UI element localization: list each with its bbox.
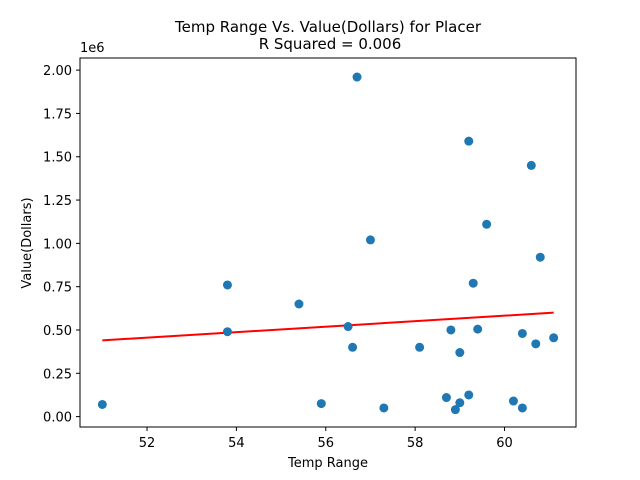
data-point (455, 348, 465, 358)
y-tick-label: 2.00 (43, 64, 72, 79)
x-tick-label: 58 (407, 436, 424, 451)
data-point (473, 324, 483, 334)
y-tick-label: 0.00 (43, 411, 72, 426)
x-axis-label: Temp Range (287, 456, 368, 471)
data-point (294, 299, 304, 309)
y-tick-label: 1.25 (43, 194, 72, 209)
y-tick-label: 1.50 (43, 151, 72, 166)
data-point (222, 327, 232, 337)
x-tick-label: 52 (139, 436, 156, 451)
y-offset-label: 1e6 (80, 41, 105, 56)
plot-frame (79, 57, 577, 428)
data-point (508, 396, 518, 406)
regression-line (102, 311, 554, 342)
regression-line-group (102, 311, 554, 342)
data-point (343, 322, 353, 332)
y-tick-label: 1.00 (43, 237, 72, 252)
data-point (549, 333, 559, 343)
data-point (348, 342, 358, 352)
y-tick-label: 0.75 (43, 281, 72, 296)
chart-subtitle: R Squared = 0.006 (259, 35, 402, 53)
data-point (379, 403, 389, 413)
data-point (446, 325, 456, 335)
data-point (455, 398, 465, 408)
y-tick-label: 1.75 (43, 107, 72, 122)
data-point (526, 160, 536, 170)
axis-ticks: 52 54 56 58 60 0.00 0.25 0.50 0.75 1.00 1.25 1.50 1.… (43, 64, 513, 451)
data-point (316, 399, 326, 409)
data-point (464, 136, 474, 146)
y-tick-label: 0.25 (43, 367, 72, 382)
y-axis-label: Value(Dollars) (20, 197, 35, 288)
data-point (352, 72, 362, 82)
data-point (464, 390, 474, 400)
x-tick-label: 60 (496, 436, 513, 451)
scatter-points (97, 72, 559, 415)
data-point (97, 399, 107, 409)
x-tick-label: 54 (228, 436, 245, 451)
data-point (482, 219, 492, 229)
data-point (415, 342, 425, 352)
data-point (468, 278, 478, 288)
y-tick-label: 0.50 (43, 324, 72, 339)
data-point (517, 328, 527, 338)
x-tick-label: 56 (317, 436, 334, 451)
data-point (535, 252, 545, 262)
plot-area (80, 58, 576, 427)
data-point (531, 339, 541, 349)
data-point (441, 393, 451, 403)
data-point (450, 405, 460, 415)
data-point (517, 403, 527, 413)
chart-title: Temp Range Vs. Value(Dollars) for Placer (174, 18, 482, 36)
data-point (222, 280, 232, 290)
data-point (365, 235, 375, 245)
